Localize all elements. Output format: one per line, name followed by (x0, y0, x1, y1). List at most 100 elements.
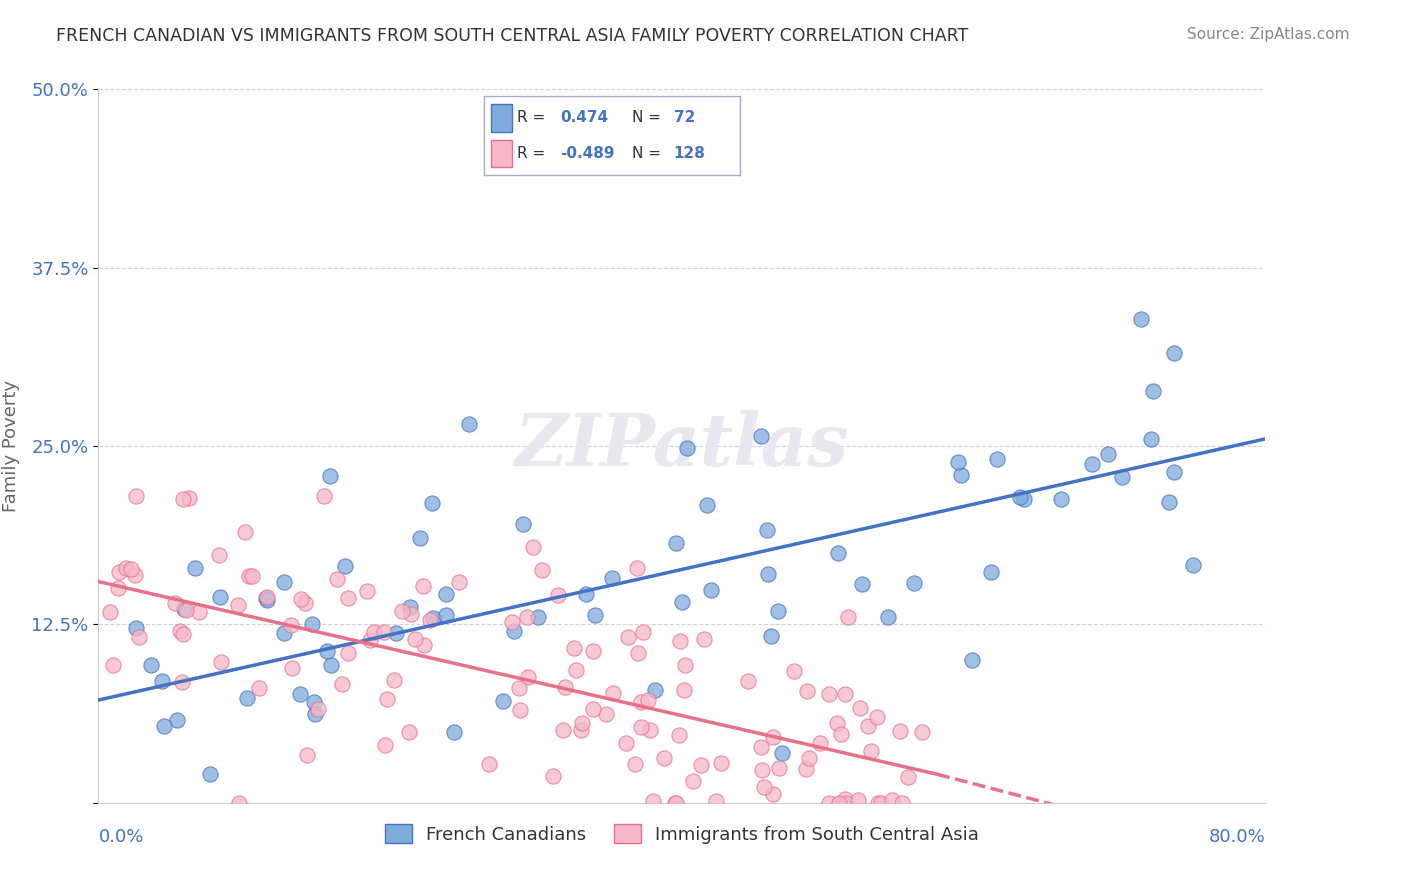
Point (124, 621, 146, 635)
Point (1142, 384, 1164, 398)
Point (626, 560, 648, 574)
Point (375, 691, 398, 706)
Point (1081, 457, 1104, 471)
Point (638, 723, 661, 737)
Point (668, 728, 690, 742)
Point (319, 469, 342, 483)
Point (443, 724, 465, 739)
Point (516, 670, 538, 684)
Point (509, 703, 531, 717)
Point (562, 641, 585, 656)
Point (335, 559, 357, 574)
Text: ZIPatlas: ZIPatlas (515, 410, 849, 482)
Point (336, 591, 359, 606)
Point (228, 796, 250, 810)
Point (409, 531, 432, 545)
Point (1097, 447, 1119, 461)
Point (891, 796, 914, 810)
Point (848, 701, 870, 715)
Point (235, 524, 257, 539)
Point (796, 684, 818, 698)
Point (880, 793, 903, 807)
Point (422, 611, 444, 625)
Point (866, 709, 889, 723)
Point (1111, 470, 1133, 484)
Point (889, 723, 911, 738)
Point (1049, 492, 1071, 507)
Point (1129, 311, 1152, 326)
Point (256, 591, 278, 605)
Point (508, 681, 530, 695)
Point (478, 757, 501, 772)
Point (752, 780, 775, 795)
Point (669, 633, 692, 648)
Point (756, 523, 779, 537)
Point (281, 661, 304, 675)
Point (527, 609, 550, 624)
Point (373, 624, 395, 639)
Point (249, 681, 271, 695)
Y-axis label: Family Poverty: Family Poverty (3, 380, 20, 512)
Point (762, 731, 785, 745)
Point (664, 796, 686, 810)
Point (1181, 558, 1204, 573)
Point (120, 562, 142, 576)
Point (835, 796, 858, 810)
Point (531, 563, 554, 577)
Text: Source: ZipAtlas.com: Source: ZipAtlas.com (1187, 27, 1350, 42)
Point (749, 428, 772, 442)
Point (238, 568, 260, 582)
Point (501, 615, 523, 629)
Point (751, 763, 773, 777)
Point (492, 694, 515, 708)
Point (434, 607, 457, 622)
Point (183, 561, 205, 575)
Point (903, 576, 925, 591)
Point (616, 630, 638, 644)
Point (458, 417, 481, 431)
Point (595, 707, 617, 722)
Point (749, 740, 772, 755)
Point (756, 567, 779, 582)
Point (173, 602, 195, 616)
Point (1008, 490, 1031, 504)
Point (359, 632, 381, 647)
Point (153, 719, 176, 733)
Point (828, 796, 851, 810)
Point (673, 682, 696, 697)
Point (859, 744, 882, 758)
Point (382, 673, 405, 688)
Point (273, 574, 295, 589)
Point (817, 796, 839, 810)
Point (288, 687, 311, 701)
Point (766, 604, 789, 618)
Point (827, 546, 849, 560)
Point (794, 762, 817, 776)
Point (866, 796, 889, 810)
Point (950, 468, 973, 483)
Point (682, 774, 704, 789)
Point (166, 713, 188, 727)
Point (209, 656, 232, 670)
Point (624, 757, 647, 772)
Point (980, 565, 1002, 579)
Point (583, 607, 606, 622)
Point (837, 610, 859, 624)
Point (273, 625, 295, 640)
Point (114, 561, 136, 575)
Point (179, 491, 201, 505)
Point (851, 577, 873, 591)
Point (1159, 495, 1181, 509)
Point (1140, 432, 1163, 446)
Point (399, 607, 422, 622)
Point (398, 725, 420, 739)
Point (602, 686, 624, 700)
Point (986, 451, 1008, 466)
Point (522, 540, 544, 554)
Point (304, 707, 326, 722)
Point (337, 646, 360, 660)
Point (630, 695, 652, 709)
Point (541, 769, 564, 783)
Point (254, 591, 277, 606)
Point (502, 624, 524, 638)
